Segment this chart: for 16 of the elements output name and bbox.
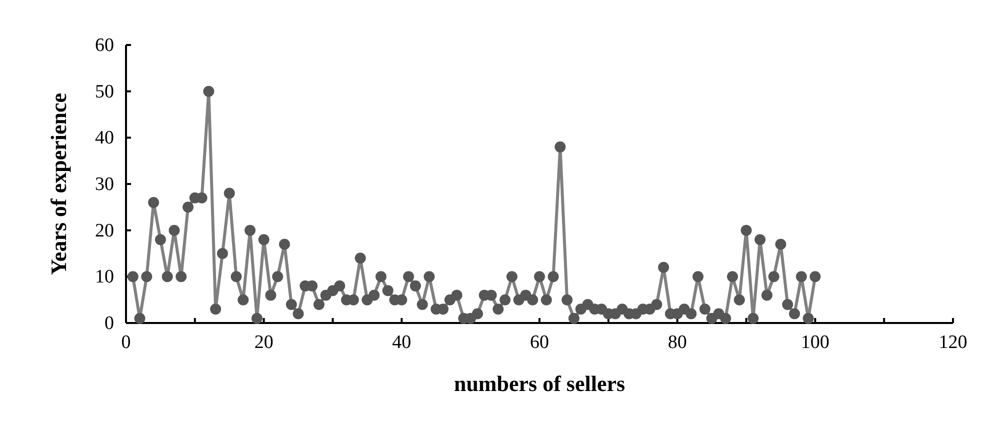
y-tick-label: 60	[95, 35, 114, 56]
y-tick-label: 0	[104, 313, 114, 334]
x-axis-title: numbers of sellers	[454, 371, 626, 396]
y-tick-label: 40	[95, 128, 114, 149]
y-tick-label: 50	[95, 81, 114, 102]
y-tick-label: 10	[95, 266, 114, 288]
x-tick-label: 20	[254, 332, 274, 353]
x-tick-label: 100	[800, 332, 830, 353]
x-tick-label: 60	[530, 332, 549, 353]
y-axis-title: Years of experience	[46, 92, 71, 276]
x-tick-label: 120	[938, 332, 968, 353]
y-tick-label: 20	[95, 220, 114, 242]
x-tick-label: 40	[392, 332, 412, 353]
x-tick-label: 0	[121, 332, 131, 353]
y-tick-label: 30	[95, 174, 114, 195]
x-tick-label: 80	[668, 332, 687, 353]
